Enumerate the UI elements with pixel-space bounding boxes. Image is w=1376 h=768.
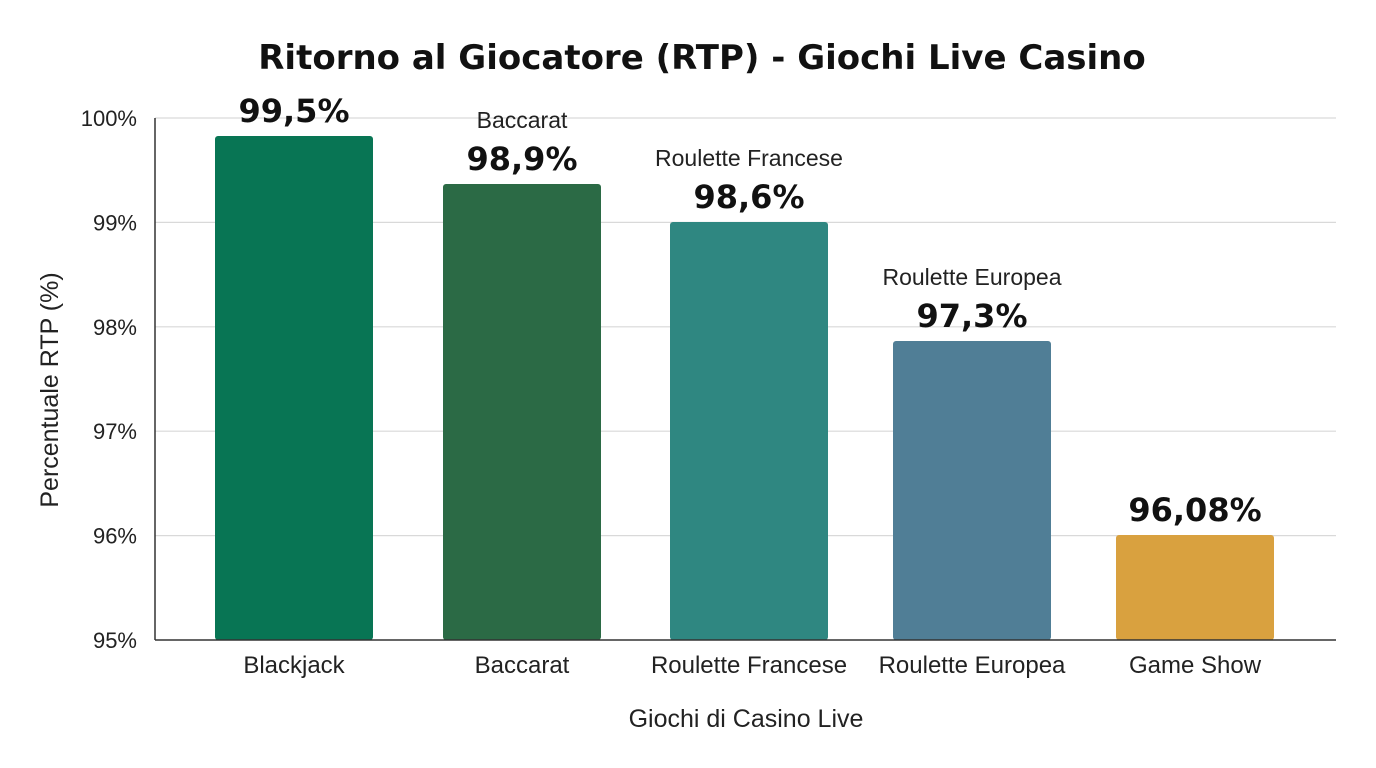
x-tick-label: Roulette Europea <box>879 652 1066 679</box>
y-tick-label: 99% <box>93 210 137 235</box>
bar-roulette-francese <box>670 222 828 640</box>
bar-value-label: 96,08% <box>1128 491 1261 529</box>
bar-value-label: 98,6% <box>693 178 804 216</box>
x-tick-label: Game Show <box>1129 652 1262 679</box>
bar-baccarat <box>443 184 601 640</box>
y-tick-label: 98% <box>93 315 137 340</box>
x-axis-label: Giochi di Casino Live <box>629 705 864 733</box>
bar-roulette-europea <box>893 341 1051 640</box>
y-tick-label: 100% <box>81 106 137 131</box>
y-axis-label: Percentuale RTP (%) <box>36 272 64 507</box>
y-tick-label: 95% <box>93 628 137 653</box>
bar-game-show <box>1116 535 1274 640</box>
bar-layer <box>215 136 1274 640</box>
axis-layer: 95% 96% 97% 98% 99% 100% <box>81 106 1336 653</box>
x-tick-label: Blackjack <box>243 652 345 679</box>
y-tick-label: 97% <box>93 419 137 444</box>
bar-name-label: Roulette Europea <box>882 264 1061 290</box>
bar-name-label: Roulette Francese <box>655 145 843 171</box>
bar-value-label: 97,3% <box>916 297 1027 335</box>
bar-blackjack <box>215 136 373 640</box>
bar-name-label: Baccarat <box>477 107 568 133</box>
label-layer: Blackjack 99,5% Baccarat 98,9% Baccarat Roule… <box>238 92 1261 679</box>
bar-value-label: 99,5% <box>238 92 349 130</box>
y-tick-label: 96% <box>93 524 137 549</box>
chart-title: Ritorno al Giocatore (RTP) - Giochi Live… <box>258 38 1145 78</box>
x-tick-label: Roulette Francese <box>651 652 847 679</box>
x-tick-label: Baccarat <box>475 652 570 679</box>
bar-value-label: 98,9% <box>466 140 577 178</box>
